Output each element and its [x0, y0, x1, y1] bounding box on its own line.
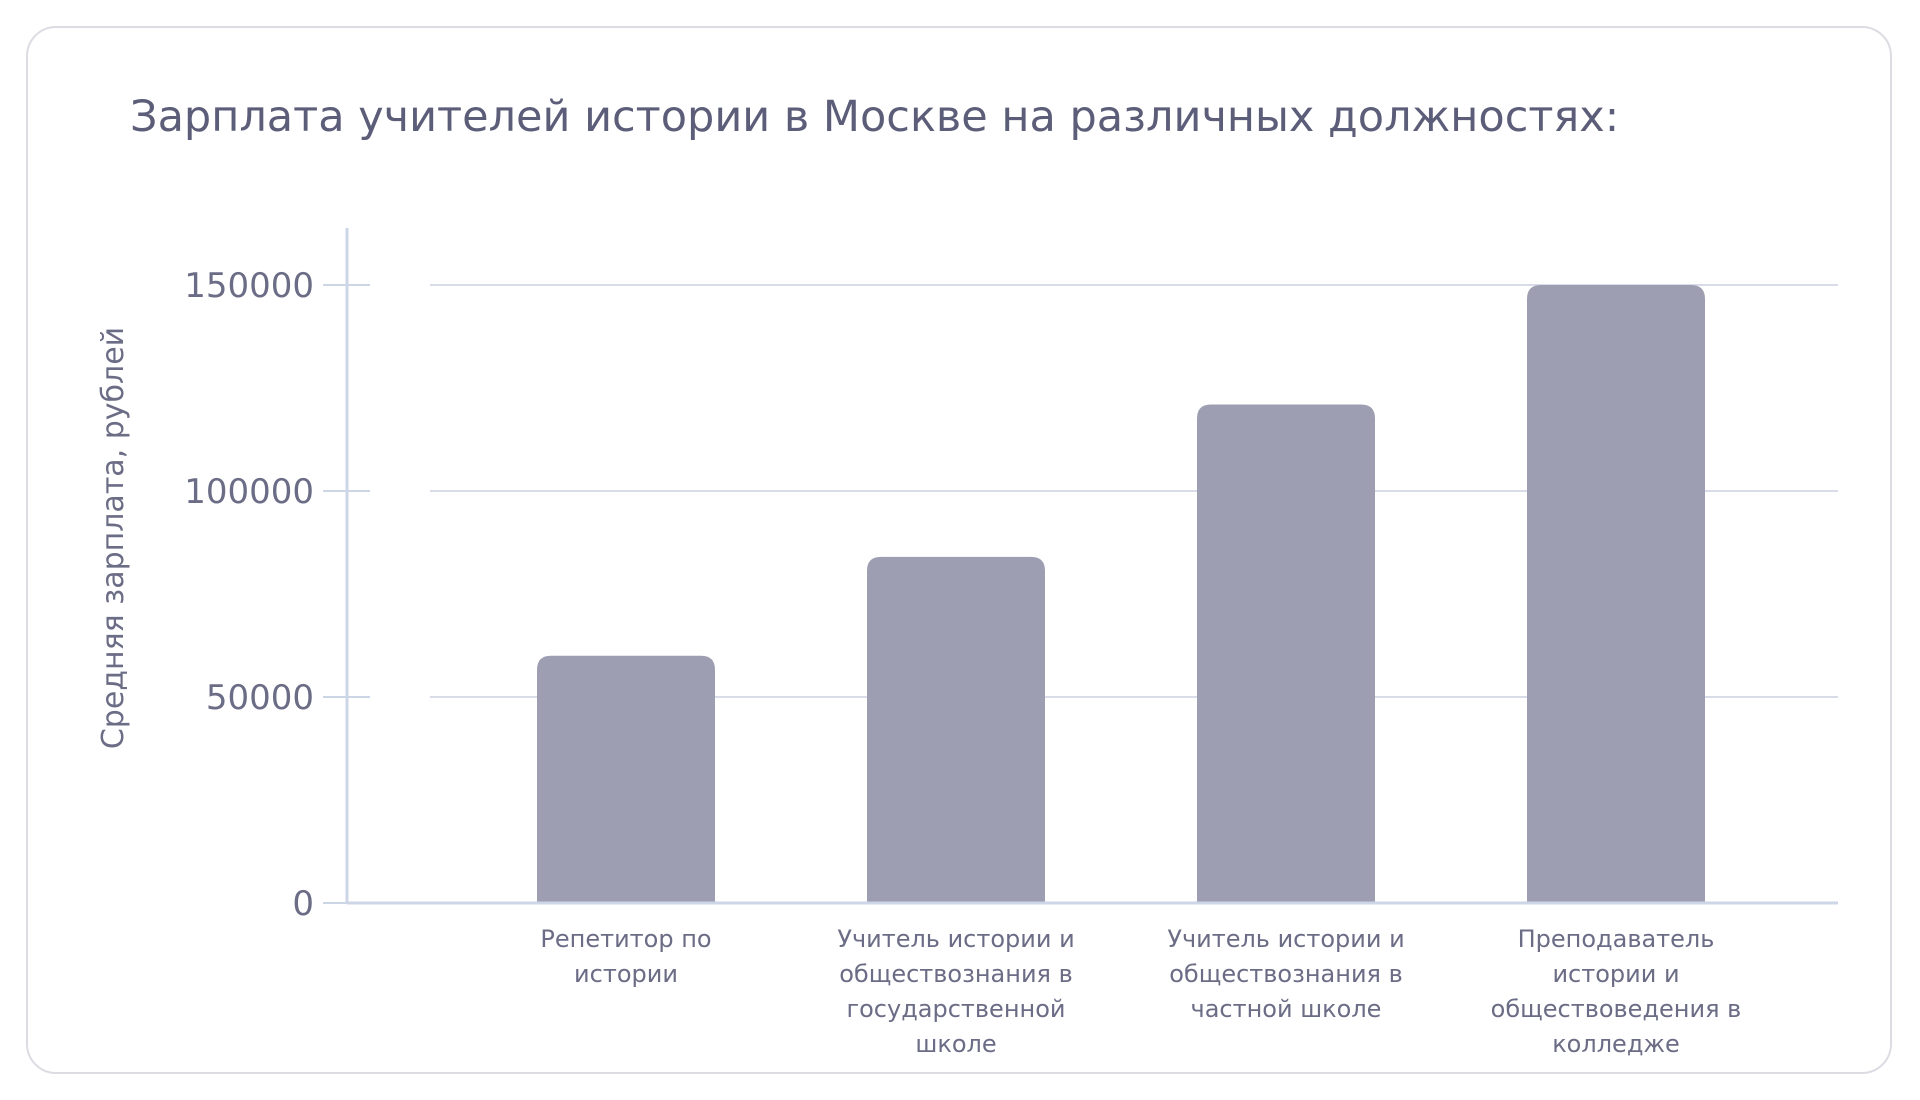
x-category-label: Учитель истории и обществознания в частной…	[1167, 925, 1404, 1023]
x-category-label-line: Репетитор по	[540, 925, 711, 953]
y-tick-label: 50000	[206, 678, 314, 718]
x-category-label-line: государственной	[847, 995, 1066, 1023]
x-category-label-line: истории	[574, 960, 678, 988]
bars	[537, 285, 1705, 903]
x-category-label: Преподаватель истории и обществоведения в к…	[1491, 925, 1742, 1058]
x-category-label-line: Учитель истории и	[837, 925, 1074, 953]
x-category-label-line: Учитель истории и	[1167, 925, 1404, 953]
x-category-label-line: Преподаватель	[1518, 925, 1715, 953]
x-category-label-line: обществознания в	[1169, 960, 1403, 988]
x-category-label-line: частной школе	[1191, 995, 1382, 1023]
y-tick-label: 0	[292, 884, 314, 924]
x-category-label: Репетитор по истории	[540, 925, 711, 988]
x-category-label-line: обществоведения в	[1491, 995, 1742, 1023]
chart-title: Зарплата учителей истории в Москве на ра…	[130, 92, 1620, 142]
x-category-label: Учитель истории и обществознания в государ…	[837, 925, 1074, 1058]
y-axis-label: Средняя зарплата, рублей	[96, 327, 131, 749]
y-tick-labels: 0 50000 100000 150000	[184, 266, 314, 924]
x-category-labels: Репетитор по истории Учитель истории и обще…	[540, 925, 1741, 1058]
y-tick-label: 150000	[184, 266, 314, 306]
x-category-label-line: обществознания в	[839, 960, 1073, 988]
bar	[537, 655, 715, 903]
bar	[1527, 285, 1705, 903]
axes	[323, 228, 1838, 905]
y-tick-label: 100000	[184, 472, 314, 512]
x-category-label-line: истории и	[1552, 960, 1679, 988]
x-category-label-line: школе	[915, 1030, 996, 1058]
bar	[867, 556, 1045, 903]
x-category-label-line: колледже	[1552, 1030, 1680, 1058]
bar	[1197, 404, 1375, 903]
